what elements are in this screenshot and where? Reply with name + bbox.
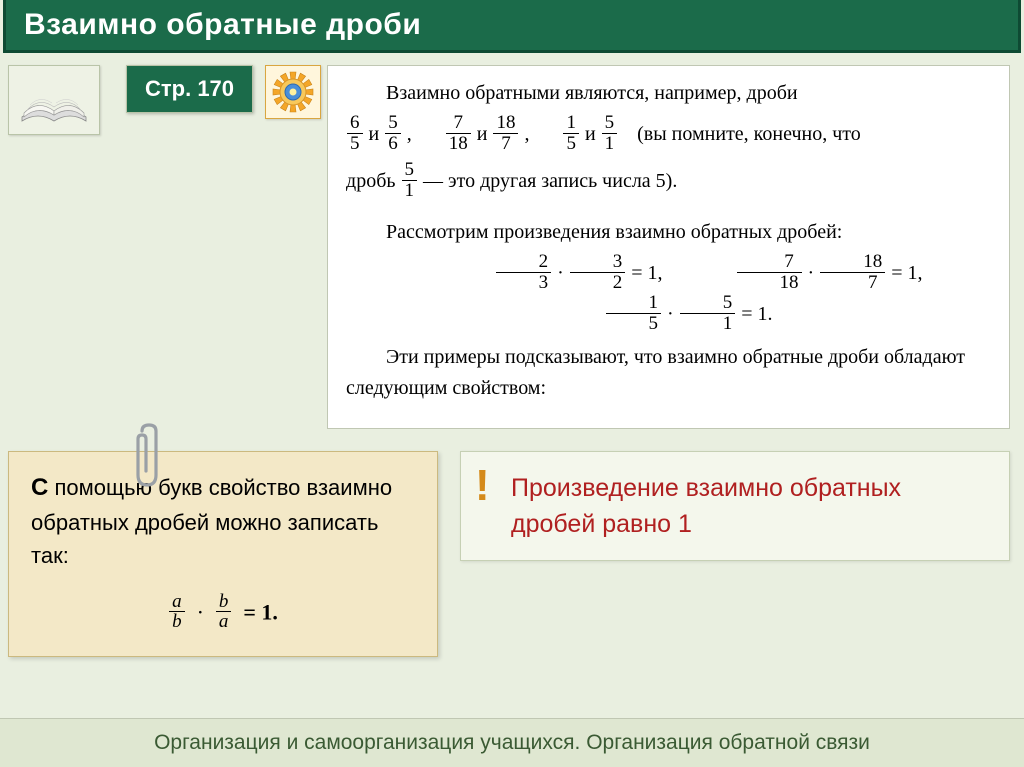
book-icon-box [8, 65, 100, 135]
pair-3: 15 и 51 [562, 115, 618, 156]
page-title: Взаимно обратные дроби [24, 8, 1000, 42]
mid-row: С помощью букв свойство взаимно обратных… [0, 451, 1024, 658]
footer-bar: Организация и самоорганизация учащихся. … [0, 718, 1024, 767]
page-reference-badge: Стр. 170 [126, 65, 253, 113]
open-book-icon [16, 75, 92, 125]
footer-text: Организация и самоорганизация учащихся. … [154, 731, 870, 754]
pair-1: 65 и 56 , [346, 115, 412, 156]
note-wrap: С помощью букв свойство взаимно обратных… [8, 451, 438, 658]
pairs-tail: (вы помните, конечно, что [637, 123, 861, 145]
products-line: 23 · 32 = 1, 718 · 187 = 1, 15 · 51 = 1. [346, 254, 991, 336]
note-text: С помощью букв свойство взаимно обратных… [31, 475, 392, 568]
callout-text: Произведение взаимно обратных дробей рав… [511, 474, 901, 538]
drob-note: дробь 51 — это другая запись числа 5). [346, 162, 991, 203]
main-text-block: Взаимно обратными являются, например, др… [327, 65, 1010, 429]
sun-gear-icon [271, 70, 315, 114]
paperclip-icon [128, 421, 170, 493]
intro-text: Взаимно обратными являются, например, др… [386, 82, 798, 104]
note-box: С помощью букв свойство взаимно обратных… [8, 451, 438, 658]
fraction-pairs-line: 65 и 56 , 718 и 187 , 15 и 51 (вы помнит… [346, 115, 991, 156]
title-bar: Взаимно обратные дроби [3, 0, 1021, 53]
pair-2: 718 и 187 , [445, 115, 530, 156]
consider-line: Рассмотрим произведения взаимно обратных… [346, 217, 991, 248]
product-3: 15 · 51 = 1. [565, 295, 773, 336]
note-formula: ab · ba = 1. [31, 594, 415, 635]
product-1: 23 · 32 = 1, [455, 254, 663, 295]
top-row: Стр. 170 [0, 53, 1024, 429]
property-callout: ! Произведение взаимно обратных дробей р… [460, 451, 1010, 562]
product-2: 718 · 187 = 1, [696, 254, 923, 295]
intro-line: Взаимно обратными являются, например, др… [346, 78, 991, 109]
exclamation-icon: ! [475, 464, 490, 508]
gear-icon-box [265, 65, 321, 119]
hint-line: Эти примеры подсказывают, что взаимно об… [346, 342, 991, 404]
